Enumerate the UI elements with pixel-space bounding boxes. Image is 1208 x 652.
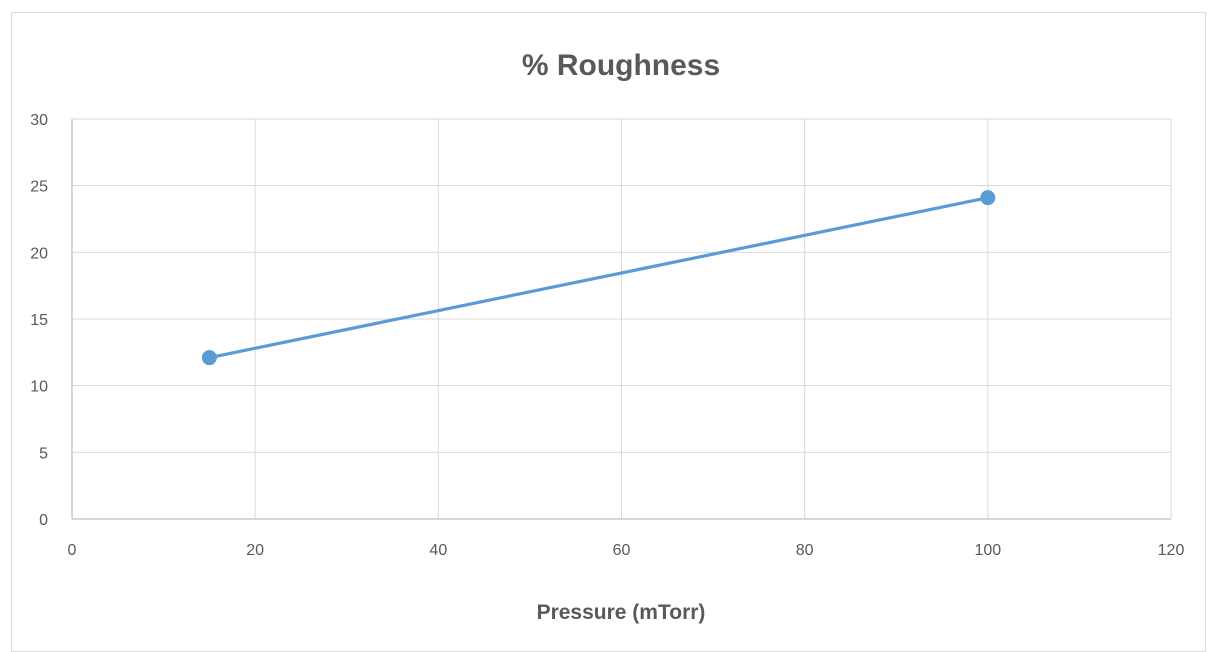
x-axis-title: Pressure (mTorr) [537,601,706,624]
x-tick-label: 120 [1158,542,1185,559]
x-tick-label: 40 [429,542,447,559]
series-layer [201,190,996,366]
x-tick-label: 100 [974,542,1001,559]
gridlines [72,118,1172,519]
y-tick-label: 30 [30,112,48,129]
y-tick-label: 25 [30,179,48,196]
y-tick-label: 0 [39,512,48,529]
axes [71,119,1171,520]
series-line [207,196,990,360]
x-tick-label: 60 [613,542,631,559]
x-tick-label: 20 [246,542,264,559]
y-tick-label: 5 [39,445,48,462]
data-point [980,190,996,206]
y-tick-label: 10 [30,379,48,396]
x-tick-label: 0 [68,542,77,559]
x-tick-label: 80 [796,542,814,559]
tick-labels: 0 5 10 15 20 25 30 0 20 40 60 80 100 120 [30,112,1184,559]
y-tick-label: 15 [30,312,48,329]
y-tick-label: 20 [30,245,48,262]
data-point [201,350,217,366]
chart-title: % Roughness [522,49,720,82]
